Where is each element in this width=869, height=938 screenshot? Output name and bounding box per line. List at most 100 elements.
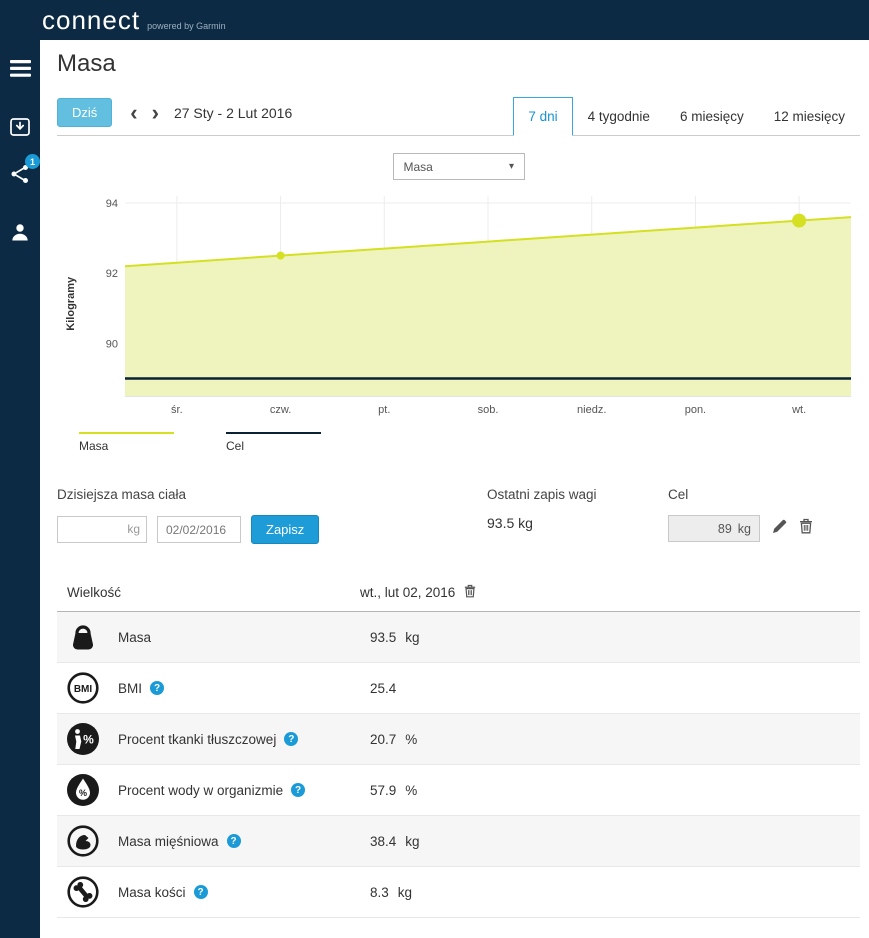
save-button[interactable]: Zapisz xyxy=(251,515,320,544)
delete-day-button[interactable] xyxy=(464,584,476,601)
prev-arrow-icon[interactable]: ‹ xyxy=(130,99,138,125)
help-icon[interactable]: ? xyxy=(284,732,299,746)
today-weight-block: Dzisiejsza masa ciała kg Zapisz xyxy=(57,487,487,544)
page-title: Masa xyxy=(57,50,116,77)
bmi-icon: BMI xyxy=(66,671,100,705)
metric-value: 8.3 xyxy=(370,884,389,900)
metric-select-value: Masa xyxy=(403,159,433,174)
logo-text: connect xyxy=(42,4,141,35)
metric-select[interactable]: Masa ▾ xyxy=(392,153,525,180)
last-weight-label: Ostatni zapis wagi xyxy=(487,487,597,502)
sidebar: 1 xyxy=(0,40,40,938)
legend-swatch xyxy=(226,432,321,434)
body-fat-icon: % xyxy=(66,722,100,756)
weight-icon xyxy=(66,620,100,654)
chart-legend: Masa Cel xyxy=(79,432,860,453)
svg-text:%: % xyxy=(83,733,94,747)
trash-icon xyxy=(799,518,813,539)
legend-label: Cel xyxy=(226,439,245,453)
date-range-label: 27 Sty - 2 Lut 2016 xyxy=(173,104,293,121)
metric-label: Procent tkanki tłuszczowej xyxy=(118,731,277,747)
metric-unit: kg xyxy=(397,884,413,900)
svg-text:sob.: sob. xyxy=(478,404,499,416)
weight-unit-label: kg xyxy=(127,522,140,536)
column-header-metric: Wielkość xyxy=(67,585,122,600)
metric-value: 20.7 xyxy=(370,731,397,747)
metric-label: Masa mięśniowa xyxy=(118,833,219,849)
svg-text:pt.: pt. xyxy=(378,404,390,416)
last-weight-value: 93.5 kg xyxy=(487,515,533,531)
tab-7-dni[interactable]: 7 dni xyxy=(513,97,573,136)
connections-button[interactable]: 1 xyxy=(0,154,40,191)
connect-logo[interactable]: connect powered by Garmin xyxy=(42,5,226,36)
top-header: connect powered by Garmin xyxy=(0,0,869,40)
svg-text:śr.: śr. xyxy=(171,404,183,416)
notification-badge: 1 xyxy=(25,154,40,169)
y-axis-label: Kilogramy xyxy=(65,276,77,331)
tab-4-tygodnie[interactable]: 4 tygodnie xyxy=(572,97,665,136)
water-icon: % xyxy=(66,773,100,807)
profile-button[interactable] xyxy=(0,219,40,249)
metric-row-masa-mięśniowa: Masa mięśniowa? 38.4 kg xyxy=(57,816,860,867)
delete-goal-button[interactable] xyxy=(799,518,813,539)
inbox-icon xyxy=(10,117,30,141)
metric-value: 38.4 xyxy=(370,833,397,849)
metric-value: 25.4 xyxy=(370,680,397,696)
svg-text:92: 92 xyxy=(106,268,118,280)
chevron-down-icon: ▾ xyxy=(508,161,515,172)
metric-row-masa-kości: Masa kości? 8.3 kg xyxy=(57,867,860,918)
metric-value: 57.9 xyxy=(370,782,397,798)
today-button[interactable]: Dziś xyxy=(57,98,113,127)
metrics-rows: Masa 93.5 kg BMI BMI? 25.4% Procent tkanki tłu… xyxy=(57,612,860,918)
help-icon[interactable]: ? xyxy=(226,834,241,848)
weight-entry-section: Dzisiejsza masa ciała kg Zapisz Ostatni … xyxy=(57,487,860,544)
toolbar: Dziś ‹ › 27 Sty - 2 Lut 2016 7 dni 4 tygo… xyxy=(57,90,860,136)
tab-12-miesięcy[interactable]: 12 miesięcy xyxy=(758,97,860,136)
metric-label: Masa xyxy=(118,629,152,645)
chart-canvas[interactable]: 94 92 90 śr. czw. pt. sob. niedz. pon. wt. xyxy=(85,190,857,420)
legend-item-masa[interactable]: Masa xyxy=(79,432,174,453)
goal-label: Cel xyxy=(668,487,689,502)
metrics-table: Wielkość wt., lut 02, 2016 Masa 93.5 kg BMI… xyxy=(57,574,860,918)
svg-text:wt.: wt. xyxy=(791,404,806,416)
goal-block: Cel 89 kg xyxy=(668,487,860,544)
metric-label: BMI xyxy=(118,680,143,696)
legend-swatch xyxy=(79,432,174,434)
logo-tagline: powered by Garmin xyxy=(147,20,226,31)
metrics-table-header: Wielkość wt., lut 02, 2016 xyxy=(57,574,860,612)
svg-text:czw.: czw. xyxy=(270,404,291,416)
device-sync-button[interactable] xyxy=(0,114,40,144)
metric-row-masa: Masa 93.5 kg xyxy=(57,612,860,663)
legend-item-cel[interactable]: Cel xyxy=(226,432,321,453)
tab-6-miesięcy[interactable]: 6 miesięcy xyxy=(664,97,759,136)
metric-value: 93.5 xyxy=(370,629,397,645)
metric-unit: kg xyxy=(405,629,420,645)
next-arrow-icon[interactable]: › xyxy=(151,99,159,125)
goal-value: 89 xyxy=(717,521,732,536)
hamburger-icon xyxy=(9,60,31,82)
svg-text:niedz.: niedz. xyxy=(577,404,606,416)
metric-row-procent-wody-w-organizmie: % Procent wody w organizmie? 57.9% xyxy=(57,765,860,816)
svg-text:pon.: pon. xyxy=(685,404,706,416)
last-weight-block: Ostatni zapis wagi 93.5 kg xyxy=(487,487,668,544)
main-content: Masa Dziś ‹ › 27 Sty - 2 Lut 2016 7 dni 4… xyxy=(40,40,869,938)
goal-input[interactable]: 89 kg xyxy=(668,515,760,542)
share-network-icon xyxy=(10,164,30,189)
pencil-icon xyxy=(772,519,787,539)
metric-label: Procent wody w organizmie xyxy=(118,782,284,798)
edit-goal-button[interactable] xyxy=(772,519,787,539)
svg-text:94: 94 xyxy=(106,198,118,210)
help-icon[interactable]: ? xyxy=(193,885,208,899)
goal-unit-label: kg xyxy=(737,521,751,536)
date-input[interactable] xyxy=(157,516,241,543)
svg-text:%: % xyxy=(79,788,87,798)
bone-icon xyxy=(66,875,100,909)
help-icon[interactable]: ? xyxy=(150,681,165,695)
weight-chart: Kilogramy 94 92 90 śr. czw. pt. sob. niedz. pon.… xyxy=(57,190,860,420)
muscle-icon xyxy=(66,824,100,858)
metric-row-procent-tkanki-tłuszczowej: % Procent tkanki tłuszczowej? 20.7% xyxy=(57,714,860,765)
help-icon[interactable]: ? xyxy=(291,783,306,797)
menu-button[interactable] xyxy=(0,56,40,86)
weight-input[interactable] xyxy=(57,516,147,543)
